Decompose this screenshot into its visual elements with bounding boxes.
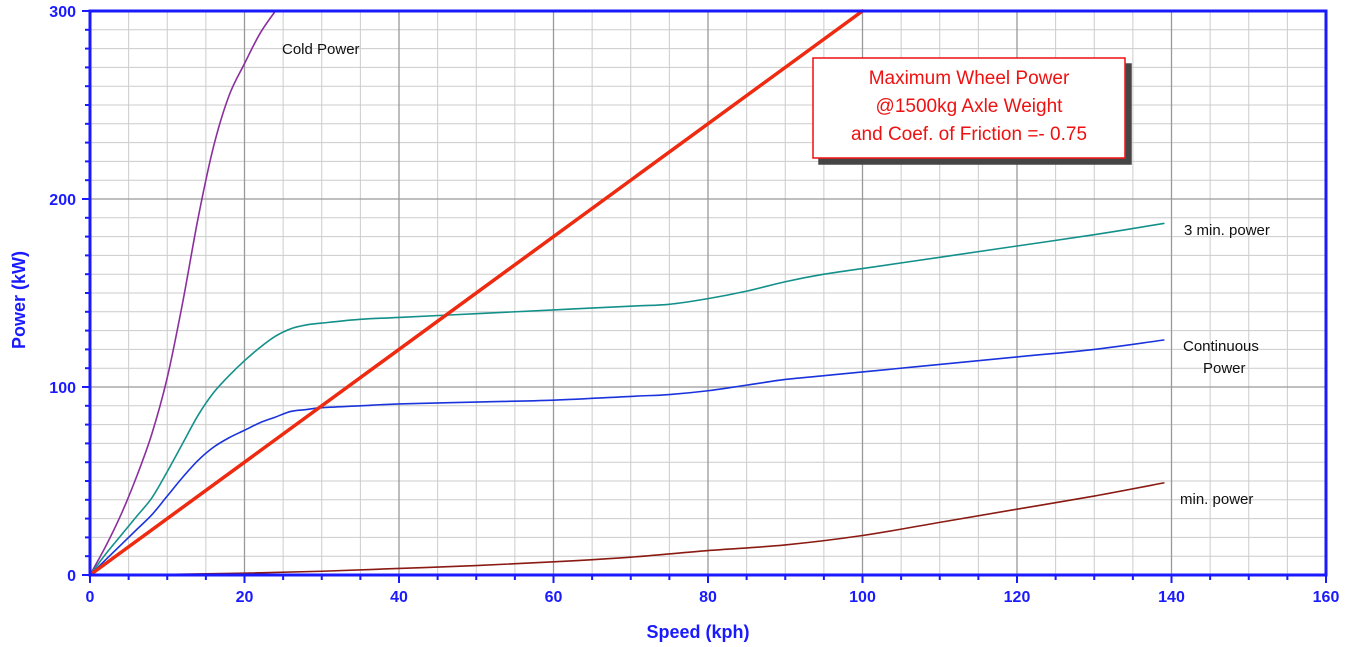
x-tick-label: 160 bbox=[1313, 589, 1340, 606]
series-line-min-power bbox=[89, 482, 1165, 576]
annotation-line-3: and Coef. of Friction =- 0.75 bbox=[851, 124, 1087, 145]
x-tick-label: 20 bbox=[236, 589, 254, 606]
y-axis-title: Power (kW) bbox=[9, 251, 29, 349]
x-axis-ticks: 0 20 40 60 80 100 120 140 160 bbox=[86, 575, 1340, 606]
annotation-line-2: @1500kg Axle Weight bbox=[876, 96, 1064, 117]
y-tick-label: 300 bbox=[49, 4, 76, 21]
series-label-cold-power: Cold Power bbox=[282, 41, 360, 58]
annotation-box: Maximum Wheel Power @1500kg Axle Weight … bbox=[812, 57, 1126, 159]
series-line-maximum-wheel-power bbox=[88, 9, 865, 577]
series-line-cold-power bbox=[89, 10, 277, 576]
series-layer bbox=[88, 9, 1165, 577]
series-label-continuous: Continuous bbox=[1183, 338, 1259, 355]
y-tick-label: 200 bbox=[49, 192, 76, 209]
x-tick-label: 100 bbox=[849, 589, 876, 606]
x-axis-title: Speed (kph) bbox=[646, 622, 749, 642]
x-tick-label: 80 bbox=[699, 589, 717, 606]
x-tick-label: 140 bbox=[1158, 589, 1185, 606]
y-axis-ticks: 0 100 200 300 bbox=[49, 4, 90, 585]
x-tick-label: 40 bbox=[390, 589, 408, 606]
x-tick-label: 60 bbox=[545, 589, 563, 606]
x-tick-label: 0 bbox=[86, 589, 95, 606]
series-label-3-min-power: 3 min. power bbox=[1184, 222, 1270, 239]
x-tick-label: 120 bbox=[1004, 589, 1031, 606]
series-line-3-min-power bbox=[89, 222, 1165, 576]
y-tick-label: 0 bbox=[67, 568, 76, 585]
series-line-continuous-power bbox=[89, 339, 1165, 576]
y-tick-label: 100 bbox=[49, 380, 76, 397]
series-label-min-power: min. power bbox=[1180, 491, 1253, 508]
annotation-line-1: Maximum Wheel Power bbox=[869, 68, 1070, 89]
series-label-continuous-power: Power bbox=[1203, 360, 1246, 377]
